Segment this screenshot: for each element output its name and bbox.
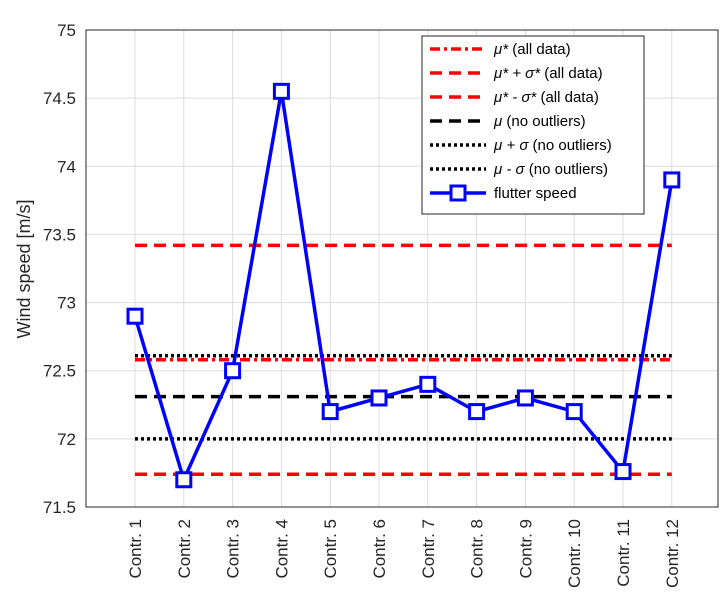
grid — [86, 29, 718, 508]
legend-label: μ (no outliers) — [493, 113, 586, 130]
data-point-marker — [321, 403, 339, 421]
legend-marker-sample — [449, 184, 467, 202]
x-tick-label: Contr. 1 — [126, 519, 145, 579]
legend-label: μ* - σ* (all data) — [493, 89, 599, 106]
legend-label-text: (all data) — [508, 41, 571, 58]
y-tick-label: 73.5 — [43, 225, 76, 244]
data-point-marker — [516, 389, 534, 407]
data-point-marker — [419, 375, 437, 393]
plot-area-frame — [85, 29, 719, 508]
legend-label-text: (no outliers) — [502, 113, 585, 130]
y-tick-label: 71.5 — [43, 498, 76, 517]
legend-label: μ* (all data) — [493, 41, 571, 58]
legend-label-symbol: μ* + σ* — [493, 65, 541, 82]
legend-label-text: (no outliers) — [528, 137, 611, 154]
legend-label: μ* + σ* (all data) — [493, 65, 603, 82]
data-point-marker — [614, 463, 632, 481]
y-tick-labels: 71.5 72 72.5 73 73.5 74 74.5 75 — [43, 21, 76, 517]
data-point-marker — [224, 362, 242, 380]
x-tick-label: Contr. 6 — [370, 519, 389, 579]
legend: μ* (all data)μ* + σ* (all data)μ* - σ* (… — [421, 35, 645, 215]
x-tick-label: Contr. 2 — [175, 519, 194, 579]
legend-label: flutter speed — [494, 185, 577, 202]
legend-box — [421, 35, 645, 215]
x-tick-label: Contr. 9 — [516, 519, 535, 579]
x-tick-labels: Contr. 1 Contr. 2 Contr. 3 Contr. 4 Contr. 5… — [126, 519, 682, 588]
legend-label-symbol: μ — [493, 113, 502, 130]
legend-label-symbol: μ* — [493, 41, 509, 58]
legend-label-text: (all data) — [540, 65, 603, 82]
x-tick-label: Contr. 7 — [419, 519, 438, 579]
data-point-marker — [370, 389, 388, 407]
x-tick-label: Contr. 11 — [614, 519, 633, 587]
y-tick-label: 72 — [57, 430, 76, 449]
y-tick-label: 74 — [57, 157, 76, 176]
legend-label-text: (all data) — [536, 89, 599, 106]
x-tick-label: Contr. 3 — [224, 519, 243, 579]
y-tick-label: 74.5 — [43, 89, 76, 108]
y-tick-label: 73 — [57, 294, 76, 313]
legend-label-symbol: μ - σ — [493, 161, 526, 178]
data-point-marker — [565, 403, 583, 421]
data-point-marker — [126, 307, 144, 325]
x-tick-label: Contr. 12 — [663, 519, 682, 588]
legend-label-symbol: μ* - σ* — [493, 89, 537, 106]
x-tick-label: Contr. 5 — [321, 519, 340, 579]
y-tick-label: 72.5 — [43, 362, 76, 381]
data-point-marker — [663, 171, 681, 189]
x-tick-label: Contr. 10 — [565, 519, 584, 588]
data-point-marker — [272, 82, 290, 100]
series-line — [133, 91, 674, 485]
data-point-marker — [468, 403, 486, 421]
x-tick-label: Contr. 8 — [468, 519, 487, 579]
series-layer — [126, 82, 681, 489]
legend-label: μ + σ (no outliers) — [493, 137, 612, 154]
data-point-marker — [175, 471, 193, 489]
legend-label-symbol: μ + σ — [493, 137, 529, 154]
legend-label: μ - σ (no outliers) — [493, 161, 608, 178]
reference-lines — [135, 243, 672, 477]
y-axis-label: Wind speed [m/s] — [14, 199, 34, 338]
legend-label-text: (no outliers) — [525, 161, 608, 178]
x-tick-label: Contr. 4 — [272, 519, 291, 579]
y-tick-label: 75 — [57, 21, 76, 40]
